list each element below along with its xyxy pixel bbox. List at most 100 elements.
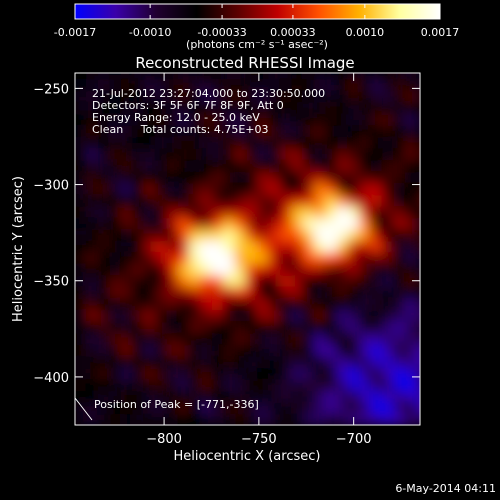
heatmap-cell	[359, 321, 372, 334]
heatmap-cell	[359, 101, 372, 114]
heatmap-cell	[234, 171, 247, 184]
heatmap-cell	[279, 228, 292, 241]
heatmap-cell	[188, 148, 201, 161]
heatmap-cell	[393, 101, 406, 114]
heatmap-cell	[382, 228, 394, 241]
heatmap-cell	[188, 378, 201, 391]
heatmap-cell	[359, 182, 372, 195]
heatmap-cell	[143, 148, 156, 161]
heatmap-cell	[291, 113, 303, 126]
heatmap-cell	[416, 286, 420, 299]
heatmap-cell	[370, 401, 383, 414]
heatmap-cell	[211, 413, 224, 425]
heatmap-cell	[404, 274, 417, 288]
heatmap-cell	[86, 274, 99, 288]
heatmap-cell	[393, 286, 406, 299]
heatmap-cell	[404, 136, 417, 149]
heatmap-cell	[143, 159, 156, 172]
heatmap-cell	[109, 413, 121, 425]
heatmap-cell	[86, 401, 99, 414]
heatmap-cell	[359, 159, 372, 172]
heatmap-cell	[416, 90, 420, 103]
heatmap-cell	[313, 124, 326, 137]
heatmap-cell	[336, 355, 349, 368]
heatmap-cell	[245, 413, 258, 425]
heatmap-cell	[336, 136, 349, 149]
x-tick-label: −700	[336, 432, 372, 447]
heatmap-cell	[200, 263, 212, 276]
heatmap-cell	[165, 309, 178, 322]
heatmap-cell	[336, 217, 349, 230]
heatmap-cell	[188, 240, 201, 253]
heatmap-cell	[143, 205, 156, 218]
heatmap-cell	[234, 73, 247, 80]
heatmap-cell	[291, 73, 303, 80]
heatmap-cell	[291, 309, 303, 322]
heatmap-cell	[336, 113, 349, 126]
heatmap-cell	[120, 401, 133, 414]
heatmap-cell	[245, 228, 258, 241]
heatmap-cell	[268, 321, 281, 334]
heatmap-cell	[154, 263, 167, 276]
heatmap-cell	[75, 148, 87, 161]
heatmap-cell	[86, 78, 99, 91]
heatmap-cell	[97, 367, 110, 380]
heatmap-cell	[404, 124, 417, 137]
heatmap-cell	[256, 367, 269, 380]
heatmap-cell	[177, 136, 190, 149]
heatmap-cell	[370, 251, 383, 264]
heatmap-cell	[109, 309, 121, 322]
heatmap-cell	[154, 413, 167, 425]
heatmap-cell	[131, 159, 144, 172]
heatmap-cell	[177, 321, 190, 334]
heatmap-cell	[336, 321, 349, 334]
heatmap-cell	[222, 309, 235, 322]
heatmap-cell	[177, 240, 190, 253]
heatmap-cell	[245, 113, 258, 126]
heatmap-cell	[97, 321, 110, 334]
heatmap-cell	[234, 90, 247, 103]
heatmap-cell	[416, 401, 420, 414]
heatmap-cell	[177, 90, 190, 103]
heatmap-cell	[268, 274, 281, 288]
heatmap-cell	[302, 367, 315, 380]
heatmap-cell	[279, 355, 292, 368]
heatmap-cell	[131, 286, 144, 299]
heatmap-cell	[245, 355, 258, 368]
heatmap-cell	[245, 286, 258, 299]
heatmap-cell	[313, 73, 326, 80]
heatmap-cell	[336, 101, 349, 114]
heatmap-cell	[382, 148, 394, 161]
heatmap-cell	[279, 367, 292, 380]
heatmap-cell	[120, 171, 133, 184]
heatmap-cell	[302, 228, 315, 241]
heatmap-cell	[359, 286, 372, 299]
heatmap-cell	[86, 251, 99, 264]
heatmap-cell	[416, 321, 420, 334]
heatmap-cell	[120, 309, 133, 322]
heatmap-cell	[143, 321, 156, 334]
heatmap-cell	[256, 401, 269, 414]
heatmap-cell	[404, 194, 417, 207]
heatmap-cell	[200, 401, 212, 414]
heatmap-cell	[313, 171, 326, 184]
heatmap-cell	[393, 78, 406, 91]
heatmap-cell	[245, 148, 258, 161]
heatmap-cell	[404, 401, 417, 414]
heatmap-cell	[97, 344, 110, 357]
heatmap-cell	[336, 251, 349, 264]
heatmap-cell	[347, 274, 360, 288]
heatmap-cell	[325, 298, 338, 311]
heatmap-cell	[75, 390, 87, 403]
heatmap-cell	[404, 298, 417, 311]
heatmap-cell	[279, 286, 292, 299]
heatmap-cell	[165, 344, 178, 357]
heatmap-cell	[359, 378, 372, 391]
heatmap-cell	[347, 159, 360, 172]
heatmap-cell	[313, 101, 326, 114]
heatmap-cell	[188, 321, 201, 334]
heatmap-cell	[75, 251, 87, 264]
heatmap-cell	[245, 194, 258, 207]
heatmap-cell	[75, 101, 87, 114]
heatmap-cell	[234, 321, 247, 334]
